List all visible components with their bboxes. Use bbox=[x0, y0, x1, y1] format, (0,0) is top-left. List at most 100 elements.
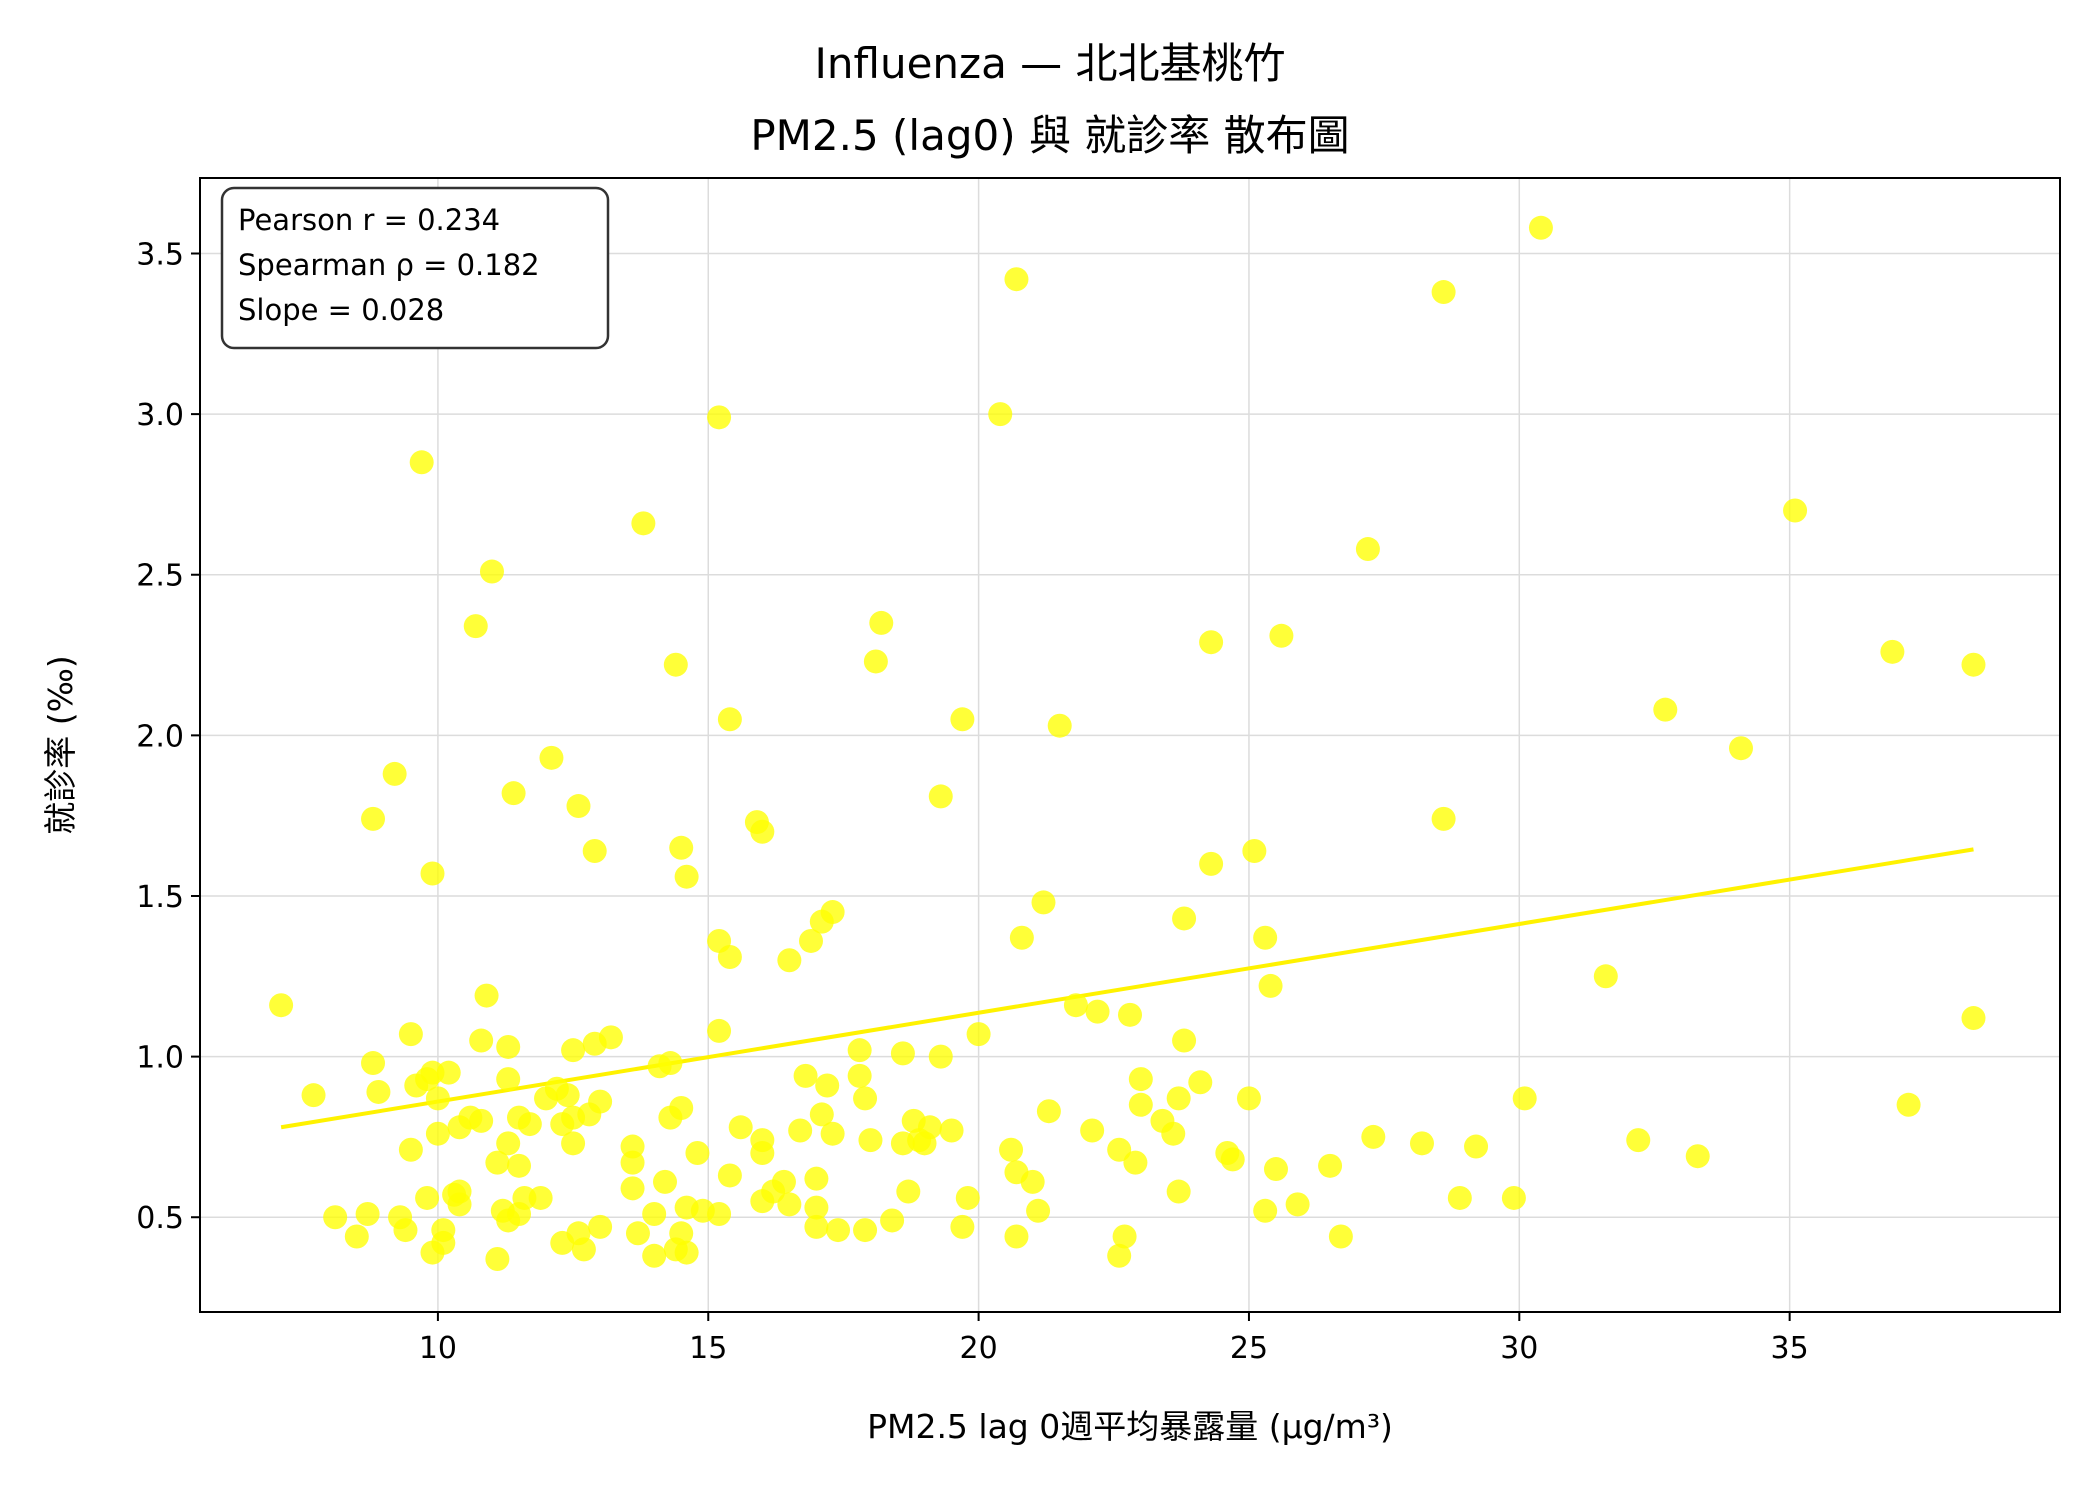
scatter-point bbox=[793, 1063, 818, 1088]
scatter-point bbox=[880, 1208, 905, 1233]
scatter-point bbox=[566, 794, 591, 819]
scatter-point bbox=[798, 928, 823, 953]
scatter-point bbox=[1166, 1086, 1191, 1111]
scatter-point bbox=[1085, 999, 1110, 1024]
scatter-point bbox=[950, 1214, 975, 1239]
scatter-point bbox=[1783, 498, 1808, 523]
scatter-point bbox=[804, 1195, 829, 1220]
scatter-point bbox=[1728, 736, 1753, 761]
scatter-point bbox=[917, 1115, 942, 1140]
scatter-point bbox=[1263, 1157, 1288, 1182]
scatter-point bbox=[728, 1115, 753, 1140]
scatter-point bbox=[517, 1112, 542, 1137]
scatter-point bbox=[1593, 964, 1618, 989]
scatter-point bbox=[1464, 1134, 1489, 1159]
scatter-point bbox=[717, 945, 742, 970]
x-tick-label: 15 bbox=[689, 1331, 727, 1366]
scatter-point bbox=[1020, 1169, 1045, 1194]
stats-box: Pearson r = 0.234 Spearman ρ = 0.182 Slo… bbox=[220, 186, 610, 350]
x-axis-ticks: 10 15 20 25 30 35 bbox=[419, 1312, 1809, 1366]
scatter-point bbox=[707, 405, 732, 430]
scatter-point bbox=[1172, 1028, 1197, 1053]
scatter-point bbox=[631, 511, 656, 536]
scatter-point bbox=[474, 983, 499, 1008]
scatter-point bbox=[820, 900, 845, 925]
scatter-point bbox=[479, 559, 504, 584]
scatter-point bbox=[496, 1034, 521, 1059]
scatter-point bbox=[663, 652, 688, 677]
x-tick-label: 30 bbox=[1500, 1331, 1538, 1366]
scatter-point bbox=[409, 450, 434, 475]
scatter-point bbox=[1653, 697, 1678, 722]
scatter-point bbox=[955, 1185, 980, 1210]
scatter-point bbox=[674, 864, 699, 889]
scatter-point bbox=[928, 1044, 953, 1069]
chart-title-line2: PM2.5 (lag0) 與 就診率 散布圖 bbox=[750, 111, 1349, 160]
chart-title-line1: Influenza — 北北基桃竹 bbox=[814, 39, 1285, 88]
scatter-point bbox=[642, 1243, 667, 1268]
scatter-point bbox=[1685, 1144, 1710, 1169]
pearson-stat: Pearson r = 0.234 bbox=[238, 203, 500, 237]
scatter-point bbox=[469, 1108, 494, 1133]
scatter-point bbox=[436, 1060, 461, 1085]
scatter-point bbox=[1258, 973, 1283, 998]
slope-stat: Slope = 0.028 bbox=[238, 293, 444, 327]
scatter-point bbox=[620, 1150, 645, 1175]
scatter-point bbox=[658, 1051, 683, 1076]
scatter-point bbox=[447, 1192, 472, 1217]
scatter-point bbox=[858, 1128, 883, 1153]
scatter-point bbox=[1431, 806, 1456, 831]
scatter-point bbox=[1626, 1128, 1651, 1153]
scatter-point bbox=[1031, 890, 1056, 915]
scatter-point bbox=[669, 835, 694, 860]
scatter-point bbox=[555, 1083, 580, 1108]
scatter-point bbox=[853, 1086, 878, 1111]
scatter-point bbox=[1188, 1070, 1213, 1095]
scatter-point bbox=[1355, 537, 1380, 562]
scatter-point bbox=[890, 1041, 915, 1066]
scatter-point bbox=[1004, 1224, 1029, 1249]
scatter-point bbox=[1199, 630, 1224, 655]
scatter-point bbox=[988, 402, 1013, 427]
scatter-point bbox=[707, 1202, 732, 1227]
scatter-point bbox=[1063, 993, 1088, 1018]
x-axis-label: PM2.5 lag 0週平均暴露量 (μg/m³) bbox=[867, 1407, 1393, 1446]
x-tick-label: 35 bbox=[1771, 1331, 1809, 1366]
scatter-point bbox=[674, 1240, 699, 1265]
scatter-point bbox=[393, 1218, 418, 1243]
scatter-point bbox=[928, 784, 953, 809]
scatter-point bbox=[1009, 925, 1034, 950]
scatter-point bbox=[1253, 925, 1278, 950]
y-tick-label: 2.5 bbox=[136, 559, 184, 594]
scatter-point bbox=[750, 1140, 775, 1165]
scatter-point bbox=[853, 1218, 878, 1243]
stats-box-frame bbox=[220, 186, 610, 350]
scatter-point bbox=[1361, 1124, 1386, 1149]
scatter-point bbox=[717, 707, 742, 732]
scatter-point bbox=[1501, 1185, 1526, 1210]
scatter-point bbox=[707, 1018, 732, 1043]
spearman-stat: Spearman ρ = 0.182 bbox=[238, 248, 540, 282]
scatter-point bbox=[669, 1221, 694, 1246]
scatter-point bbox=[366, 1079, 391, 1104]
scatter-point bbox=[431, 1230, 456, 1255]
scatter-point bbox=[1128, 1067, 1153, 1092]
scatter-point bbox=[620, 1176, 645, 1201]
scatter-point bbox=[496, 1067, 521, 1092]
scatter-point bbox=[1447, 1185, 1472, 1210]
scatter-point bbox=[809, 1102, 834, 1127]
scatter-point bbox=[561, 1131, 586, 1156]
scatter-point bbox=[588, 1089, 613, 1114]
scatter-point bbox=[777, 948, 802, 973]
scatter-point bbox=[1107, 1243, 1132, 1268]
scatter-point bbox=[1242, 839, 1267, 864]
scatter-point bbox=[1107, 1137, 1132, 1162]
scatter-point bbox=[355, 1202, 380, 1227]
y-tick-label: 2.0 bbox=[136, 719, 184, 754]
scatter-point bbox=[1123, 1150, 1148, 1175]
scatter-point bbox=[361, 806, 386, 831]
scatter-point bbox=[539, 745, 564, 770]
scatter-point bbox=[1328, 1224, 1353, 1249]
scatter-point bbox=[1004, 267, 1029, 292]
scatter-point bbox=[1431, 280, 1456, 305]
